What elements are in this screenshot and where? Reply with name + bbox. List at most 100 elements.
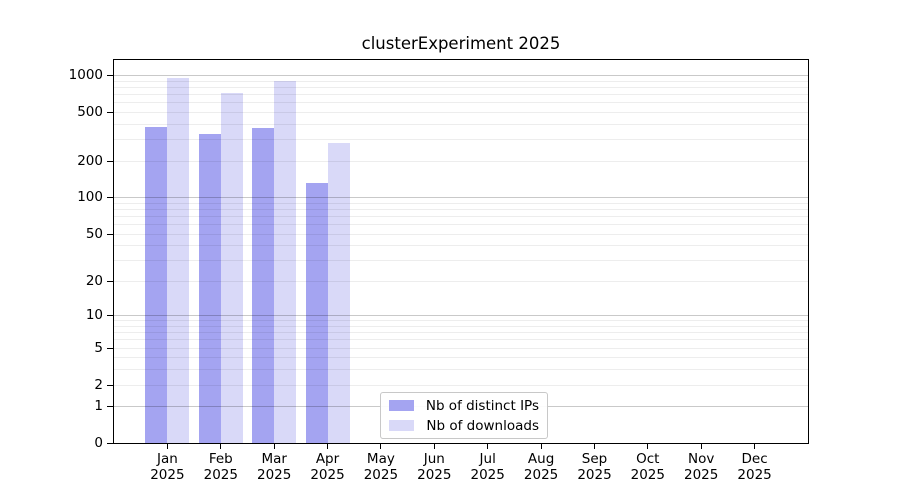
x-tick-month: Sep <box>581 451 608 467</box>
gridline-minor <box>114 202 808 204</box>
y-tick-label: 0 <box>94 435 103 451</box>
gridline-minor <box>114 86 808 88</box>
x-tick-label: Apr 2025 <box>288 451 368 483</box>
x-tick-month: Feb <box>208 451 233 467</box>
gridline-minor <box>114 94 808 95</box>
x-tick-label: Aug 2025 <box>501 451 581 483</box>
x-tick-year: 2025 <box>310 466 345 483</box>
bar-distinct-ips-feb <box>198 133 221 443</box>
x-tick <box>487 443 489 449</box>
x-tick <box>273 443 275 449</box>
y-tick-label: 1000 <box>68 67 103 83</box>
y-tick-label: 10 <box>85 307 103 324</box>
y-tick <box>107 406 113 408</box>
x-tick-label: Jun 2025 <box>394 451 474 483</box>
x-tick-year: 2025 <box>523 466 559 483</box>
x-tick-label: Jan 2025 <box>127 451 207 483</box>
gridline-minor <box>114 357 808 359</box>
x-tick-year: 2025 <box>737 466 772 483</box>
gridline-minor <box>114 280 808 282</box>
legend-swatch-distinct-ips <box>389 400 414 411</box>
chart-title: clusterExperiment 2025 <box>361 34 561 53</box>
legend-label-downloads: Nb of downloads <box>426 417 539 434</box>
gridline-minor <box>114 326 808 327</box>
gridline-major <box>114 75 808 76</box>
legend-swatch-downloads <box>389 420 415 431</box>
x-tick-label: Sep 2025 <box>555 451 635 483</box>
gridline-minor <box>114 80 808 82</box>
legend-item-distinct-ips: Nb of distinct IPs <box>389 398 539 414</box>
bar-distinct-ips-apr <box>305 183 328 443</box>
x-tick-year: 2025 <box>630 466 665 483</box>
x-tick-year: 2025 <box>150 466 185 483</box>
x-tick-label: Dec 2025 <box>715 451 795 483</box>
y-tick-label: 20 <box>85 272 103 289</box>
y-tick-label: 100 <box>77 189 103 206</box>
x-tick-month: Jan <box>156 451 178 467</box>
x-tick <box>220 443 222 449</box>
axes-layer: 0 1 2 5 10 20 50 100 200 500 1000 Jan 2025 Feb 2025 Mar… <box>69 60 808 482</box>
x-tick <box>647 443 649 449</box>
gridline-minor <box>114 111 808 113</box>
x-tick-month: Jun <box>423 451 445 467</box>
gridline-minor <box>114 320 808 322</box>
gridline-minor <box>114 215 808 217</box>
y-tick <box>107 233 113 235</box>
bar-downloads-apr <box>327 142 350 443</box>
gridline-minor <box>114 123 808 125</box>
x-tick <box>540 443 542 449</box>
gridline-minor <box>114 233 808 235</box>
y-tick <box>107 280 113 282</box>
bar-downloads-mar <box>274 80 297 443</box>
legend-label-distinct-ips: Nb of distinct IPs <box>425 397 539 414</box>
x-tick <box>433 443 435 449</box>
x-tick <box>166 443 168 449</box>
bar-downloads-jan <box>167 78 190 443</box>
gridline-minor <box>114 260 808 262</box>
gridline-major <box>114 315 808 317</box>
y-tick <box>107 315 113 317</box>
bars-layer <box>114 60 808 443</box>
x-tick-month: Apr <box>315 451 340 467</box>
y-tick <box>107 75 113 76</box>
gridline-minor <box>114 245 808 247</box>
x-tick-year: 2025 <box>363 466 399 483</box>
gridline-minor <box>114 208 808 210</box>
x-tick-year: 2025 <box>684 466 719 483</box>
x-tick <box>700 443 702 449</box>
bar-distinct-ips-mar <box>252 127 275 443</box>
x-tick <box>754 443 756 449</box>
gridline-minor <box>114 384 808 386</box>
y-tick <box>107 111 113 113</box>
y-tick-label: 50 <box>85 225 103 242</box>
y-tick-label: 5 <box>94 339 103 356</box>
plot-area: 0 1 2 5 10 20 50 100 200 500 1000 Jan 2025 Feb 2025 Mar… <box>69 59 809 482</box>
x-tick <box>327 443 328 449</box>
gridline-minor <box>114 369 808 371</box>
x-tick-month: Oct <box>636 451 660 467</box>
x-tick-year: 2025 <box>470 466 505 483</box>
bar-distinct-ips-jan <box>145 127 168 443</box>
bar-downloads-feb <box>220 92 243 443</box>
x-tick <box>594 443 595 449</box>
x-tick-label: May 2025 <box>341 451 421 483</box>
legend: Nb of distinct IPs Nb of downloads <box>380 392 548 439</box>
y-tick <box>107 443 113 444</box>
x-tick-label: Mar 2025 <box>234 451 314 483</box>
y-tick <box>107 160 113 162</box>
x-tick-label: Jul 2025 <box>448 451 528 483</box>
y-tick-label: 200 <box>77 152 103 169</box>
gridline-minor <box>114 160 808 162</box>
gridline-minor <box>114 339 808 341</box>
x-tick-year: 2025 <box>257 466 292 483</box>
y-tick-label: 1 <box>94 398 103 415</box>
gridline-minor <box>114 102 808 104</box>
x-tick-month: Nov <box>688 451 715 467</box>
gridline-major <box>114 197 808 199</box>
x-tick-year: 2025 <box>203 466 238 483</box>
x-tick-year: 2025 <box>577 466 612 483</box>
gridline-minor <box>114 224 808 225</box>
x-tick-month: Dec <box>741 451 768 467</box>
x-tick-label: Feb 2025 <box>181 451 261 483</box>
